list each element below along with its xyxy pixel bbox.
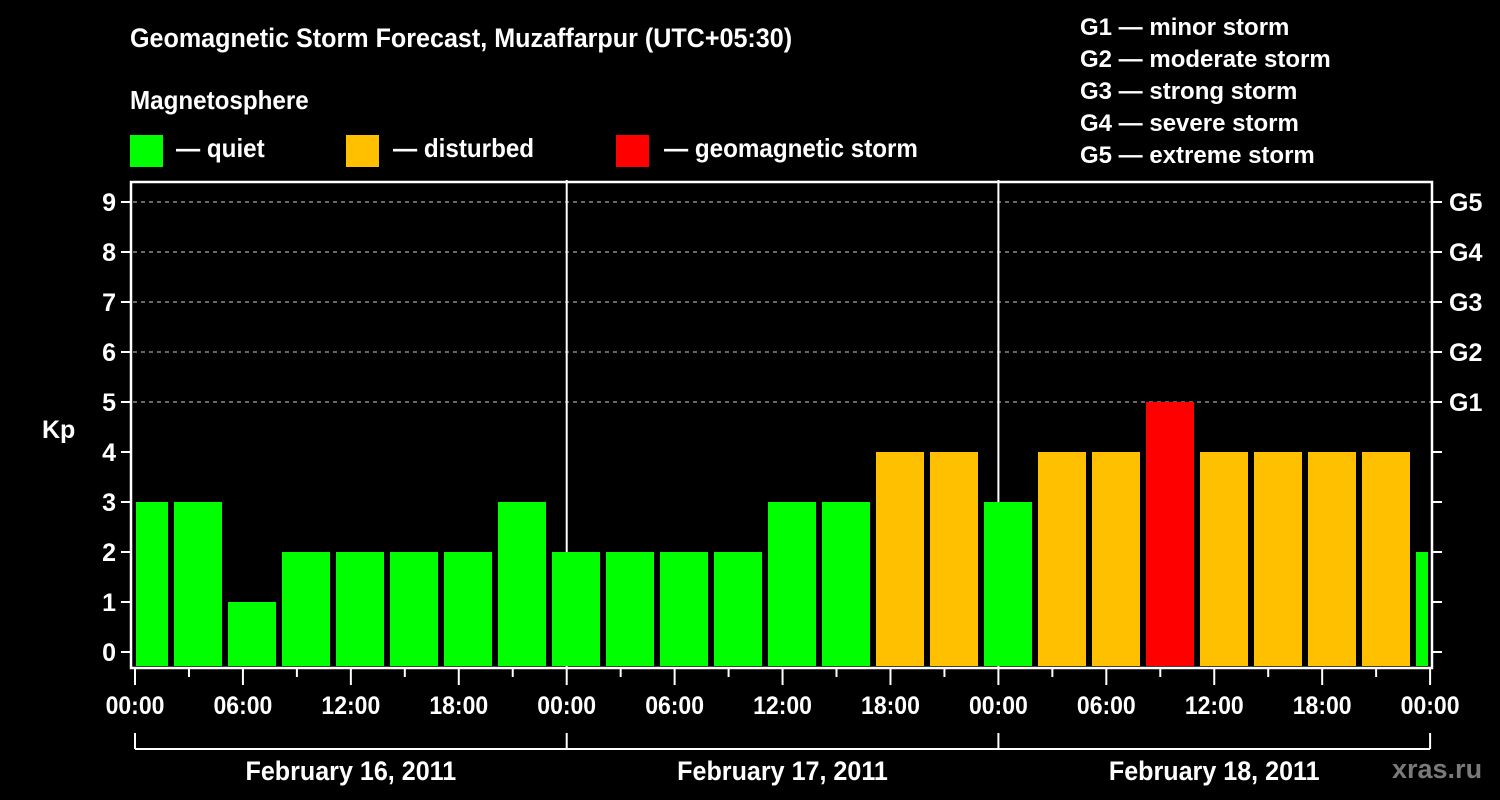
g-level-label: G5 xyxy=(1449,189,1482,217)
bar-quiet xyxy=(228,602,276,666)
bar-quiet xyxy=(174,502,222,666)
x-tick-label: 18:00 xyxy=(1293,692,1352,720)
legend-swatch-storm xyxy=(616,135,649,167)
bars xyxy=(136,402,1428,666)
y-tick-label: 2 xyxy=(102,539,116,567)
bar-disturbed xyxy=(1038,452,1086,666)
plot-border xyxy=(129,180,1434,670)
day-label: February 18, 2011 xyxy=(1109,755,1320,786)
y-tick-label: 0 xyxy=(102,639,116,667)
bar-quiet xyxy=(336,552,384,666)
y-axis: 0 1 2 3 4 5 6 7 8 9 G1 G2 G3 G4 G5 Kp xyxy=(42,189,1482,667)
chart-title: Geomagnetic Storm Forecast, Muzaffarpur … xyxy=(130,23,793,53)
x-tick-label: 00:00 xyxy=(969,692,1028,720)
x-tick-label: 00:00 xyxy=(106,692,165,720)
x-tick-label: 18:00 xyxy=(861,692,920,720)
bar-quiet xyxy=(444,552,492,666)
bar-disturbed xyxy=(1308,452,1356,666)
bar-quiet xyxy=(660,552,708,666)
y-tick-label: 7 xyxy=(102,289,116,317)
x-tick-label: 18:00 xyxy=(429,692,488,720)
bar-disturbed xyxy=(876,452,924,666)
bar-quiet xyxy=(498,502,546,666)
g-level-label: G1 xyxy=(1449,389,1482,417)
plot-frame xyxy=(129,180,1434,670)
bar-quiet xyxy=(136,502,168,666)
y-axis-label: Kp xyxy=(42,416,75,444)
y-tick-label: 4 xyxy=(102,439,116,467)
y-tick-label: 3 xyxy=(102,489,116,517)
legend-swatch-disturbed xyxy=(346,135,379,167)
x-tick-label: 06:00 xyxy=(214,692,273,720)
g-level-label: G4 xyxy=(1449,239,1482,267)
x-tick-label: 06:00 xyxy=(645,692,704,720)
g-scale-item-g2: G2 — moderate storm xyxy=(1080,46,1331,73)
x-tick-label: 00:00 xyxy=(1401,692,1460,720)
legend-label-storm: — geomagnetic storm xyxy=(664,133,918,163)
y-tick-label: 8 xyxy=(102,239,116,267)
bar-quiet xyxy=(552,552,600,666)
g-scale-item-g5: G5 — extreme storm xyxy=(1080,142,1315,169)
bar-quiet xyxy=(390,552,438,666)
y-tick-label: 9 xyxy=(102,189,116,217)
x-tick-label: 12:00 xyxy=(1185,692,1244,720)
bar-quiet xyxy=(1416,552,1428,666)
bar-quiet xyxy=(606,552,654,666)
y-tick-label: 1 xyxy=(102,589,116,617)
bar-quiet xyxy=(984,502,1032,666)
x-tick-label: 06:00 xyxy=(1077,692,1136,720)
y-tick-label: 5 xyxy=(102,389,116,417)
bar-disturbed xyxy=(1254,452,1302,666)
watermark: xras.ru xyxy=(1392,754,1483,784)
g-scale-item-g3: G3 — strong storm xyxy=(1080,78,1298,105)
legend-heading: Magnetosphere xyxy=(130,85,309,115)
x-tick-label: 00:00 xyxy=(537,692,596,720)
bar-quiet xyxy=(282,552,330,666)
g-scale-item-g4: G4 — severe storm xyxy=(1080,110,1299,137)
bar-quiet xyxy=(714,552,762,666)
x-axis: 00:00 06:00 12:00 18:00 00:00 06:00 12:00 18:00… xyxy=(106,668,1460,786)
day-label: February 17, 2011 xyxy=(677,755,888,786)
g-scale-item-g1: G1 — minor storm xyxy=(1080,14,1290,41)
bar-storm xyxy=(1146,402,1194,666)
bar-disturbed xyxy=(1362,452,1410,666)
x-tick-label: 12:00 xyxy=(321,692,380,720)
y-tick-label: 6 xyxy=(102,339,116,367)
bar-disturbed xyxy=(1200,452,1248,666)
bar-quiet xyxy=(822,502,870,666)
legend-label-quiet: — quiet xyxy=(176,133,265,163)
x-tick-label: 12:00 xyxy=(753,692,812,720)
legend-swatch-quiet xyxy=(130,135,163,167)
day-label: February 16, 2011 xyxy=(245,755,456,786)
g-scale-legend: G1 — minor storm G2 — moderate storm G3 … xyxy=(1080,12,1331,172)
g-level-label: G2 xyxy=(1449,339,1482,367)
bar-disturbed xyxy=(930,452,978,666)
legend-label-disturbed: — disturbed xyxy=(393,133,535,163)
g-level-label: G3 xyxy=(1449,289,1482,317)
bar-quiet xyxy=(768,502,816,666)
bar-disturbed xyxy=(1092,452,1140,666)
